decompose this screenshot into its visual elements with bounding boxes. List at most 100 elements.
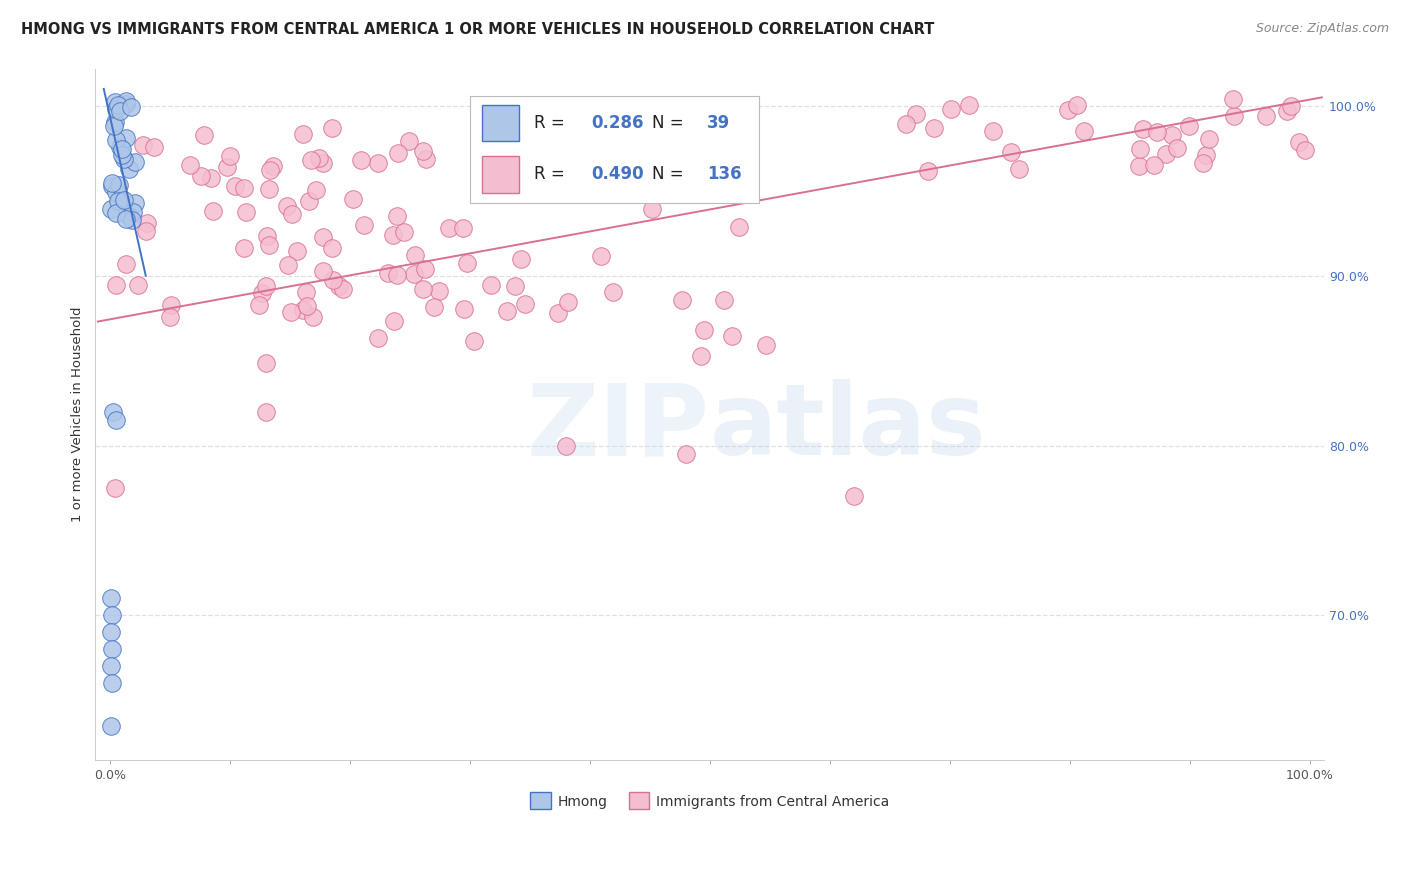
- Point: [136, 216, 159, 230]
- Point: [1129, 142, 1152, 156]
- Point: [557, 295, 579, 310]
- Point: [1073, 124, 1095, 138]
- Point: [922, 121, 945, 136]
- Point: [503, 279, 526, 293]
- Point: [342, 193, 364, 207]
- Point: [353, 219, 375, 233]
- Point: [190, 169, 212, 183]
- Point: [1166, 141, 1188, 155]
- Point: [115, 212, 138, 227]
- Point: [1277, 103, 1299, 118]
- Point: [350, 153, 373, 168]
- Point: [1146, 125, 1168, 139]
- Point: [1154, 147, 1177, 161]
- Point: [254, 356, 277, 370]
- Point: [103, 404, 125, 418]
- Point: [1132, 122, 1154, 136]
- Point: [367, 331, 389, 345]
- Point: [107, 194, 129, 209]
- Point: [481, 154, 503, 169]
- Point: [1008, 162, 1031, 177]
- Point: [496, 304, 519, 318]
- Point: [554, 438, 576, 452]
- Point: [479, 183, 502, 197]
- Point: [111, 148, 134, 162]
- Point: [200, 171, 222, 186]
- Point: [641, 202, 664, 216]
- Point: [404, 248, 426, 262]
- Point: [299, 153, 322, 168]
- Point: [124, 196, 146, 211]
- Point: [308, 151, 330, 165]
- Text: HMONG VS IMMIGRANTS FROM CENTRAL AMERICA 1 OR MORE VEHICLES IN HOUSEHOLD CORRELA: HMONG VS IMMIGRANTS FROM CENTRAL AMERICA…: [21, 22, 935, 37]
- Point: [941, 102, 963, 116]
- Legend: Hmong, Immigrants from Central America: Hmong, Immigrants from Central America: [524, 787, 896, 815]
- Point: [103, 481, 125, 495]
- Point: [479, 278, 502, 293]
- Point: [232, 181, 254, 195]
- Point: [115, 257, 138, 271]
- Point: [285, 244, 308, 258]
- Point: [312, 155, 335, 169]
- Point: [392, 225, 415, 239]
- Point: [250, 286, 273, 301]
- Point: [104, 115, 127, 129]
- Point: [713, 293, 735, 307]
- Point: [1143, 158, 1166, 172]
- Point: [259, 238, 281, 252]
- Point: [513, 297, 536, 311]
- Point: [120, 100, 142, 114]
- Point: [385, 268, 408, 283]
- Point: [1279, 98, 1302, 112]
- Point: [1000, 145, 1022, 159]
- Point: [491, 140, 513, 154]
- Point: [105, 278, 128, 293]
- Point: [107, 98, 129, 112]
- Point: [100, 202, 122, 217]
- Point: [105, 102, 128, 116]
- Point: [1194, 148, 1216, 162]
- Point: [100, 659, 122, 673]
- Point: [291, 303, 314, 318]
- Point: [276, 199, 298, 213]
- Point: [104, 206, 127, 220]
- Point: [115, 96, 138, 111]
- Point: [423, 301, 446, 315]
- Point: [297, 299, 319, 313]
- Point: [1294, 143, 1316, 157]
- Point: [312, 264, 335, 278]
- Point: [110, 140, 132, 154]
- Point: [142, 140, 165, 154]
- Point: [387, 146, 409, 161]
- Text: atlas: atlas: [710, 379, 987, 476]
- Text: ZIP: ZIP: [527, 379, 710, 476]
- Point: [104, 133, 127, 147]
- Point: [215, 160, 238, 174]
- Point: [1254, 109, 1277, 123]
- Point: [280, 304, 302, 318]
- Point: [295, 285, 318, 300]
- Point: [547, 306, 569, 320]
- Point: [755, 338, 778, 352]
- Point: [305, 183, 328, 197]
- Point: [121, 213, 143, 227]
- Point: [456, 256, 478, 270]
- Point: [1057, 103, 1080, 117]
- Point: [256, 229, 278, 244]
- Point: [202, 203, 225, 218]
- Point: [721, 328, 744, 343]
- Point: [385, 209, 408, 223]
- Point: [377, 266, 399, 280]
- Point: [108, 103, 131, 118]
- Point: [498, 155, 520, 169]
- Point: [437, 221, 460, 235]
- Point: [415, 153, 437, 167]
- Point: [1191, 155, 1213, 169]
- Point: [193, 128, 215, 142]
- Point: [257, 182, 280, 196]
- Point: [382, 314, 405, 328]
- Point: [259, 162, 281, 177]
- Point: [693, 323, 716, 337]
- Point: [589, 249, 612, 263]
- Point: [322, 272, 344, 286]
